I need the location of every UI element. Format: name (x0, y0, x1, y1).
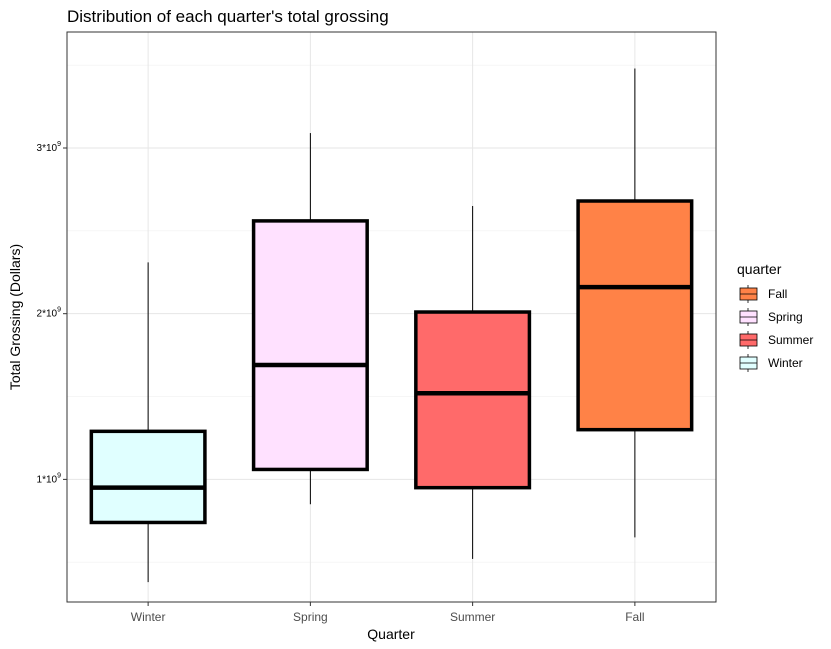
boxes (89, 68, 694, 583)
legend-label: Summer (768, 333, 813, 347)
x-tick-label: Fall (625, 610, 644, 624)
y-axis-title: Total Grossing (Dollars) (7, 244, 23, 390)
y-tick-label: 1*109 (37, 472, 62, 485)
legend-label: Fall (768, 287, 787, 301)
x-tick-label: Spring (293, 610, 328, 624)
x-tick-label: Summer (450, 610, 495, 624)
y-tick-label: 3*109 (37, 141, 62, 154)
plot-panel-border (66, 31, 717, 603)
legend-item-spring: Spring (739, 308, 803, 326)
chart-title: Distribution of each quarter's total gro… (67, 7, 389, 26)
legend-label: Spring (768, 310, 803, 324)
x-tick-label: Winter (131, 610, 166, 624)
box-body (414, 310, 532, 490)
box-body (251, 219, 369, 472)
legend-item-fall: Fall (739, 285, 787, 303)
legend-item-winter: Winter (739, 354, 803, 372)
legend-label: Winter (768, 356, 803, 370)
legend-item-summer: Summer (739, 331, 813, 349)
y-tick-labels: 1*109 2*109 3*109 (37, 141, 67, 485)
box-body (576, 199, 694, 432)
x-tick-labels: Winter Spring Summer Fall (131, 602, 645, 624)
x-axis-title: Quarter (367, 626, 415, 642)
legend-title: quarter (737, 261, 782, 277)
box-spring (251, 133, 369, 505)
legend: quarter Fall Spring Summer Winter (737, 261, 813, 372)
y-tick-label: 2*109 (37, 307, 62, 320)
box-winter (89, 262, 207, 583)
box-fall (576, 68, 694, 538)
box-body (89, 429, 207, 525)
box-summer (414, 205, 532, 559)
